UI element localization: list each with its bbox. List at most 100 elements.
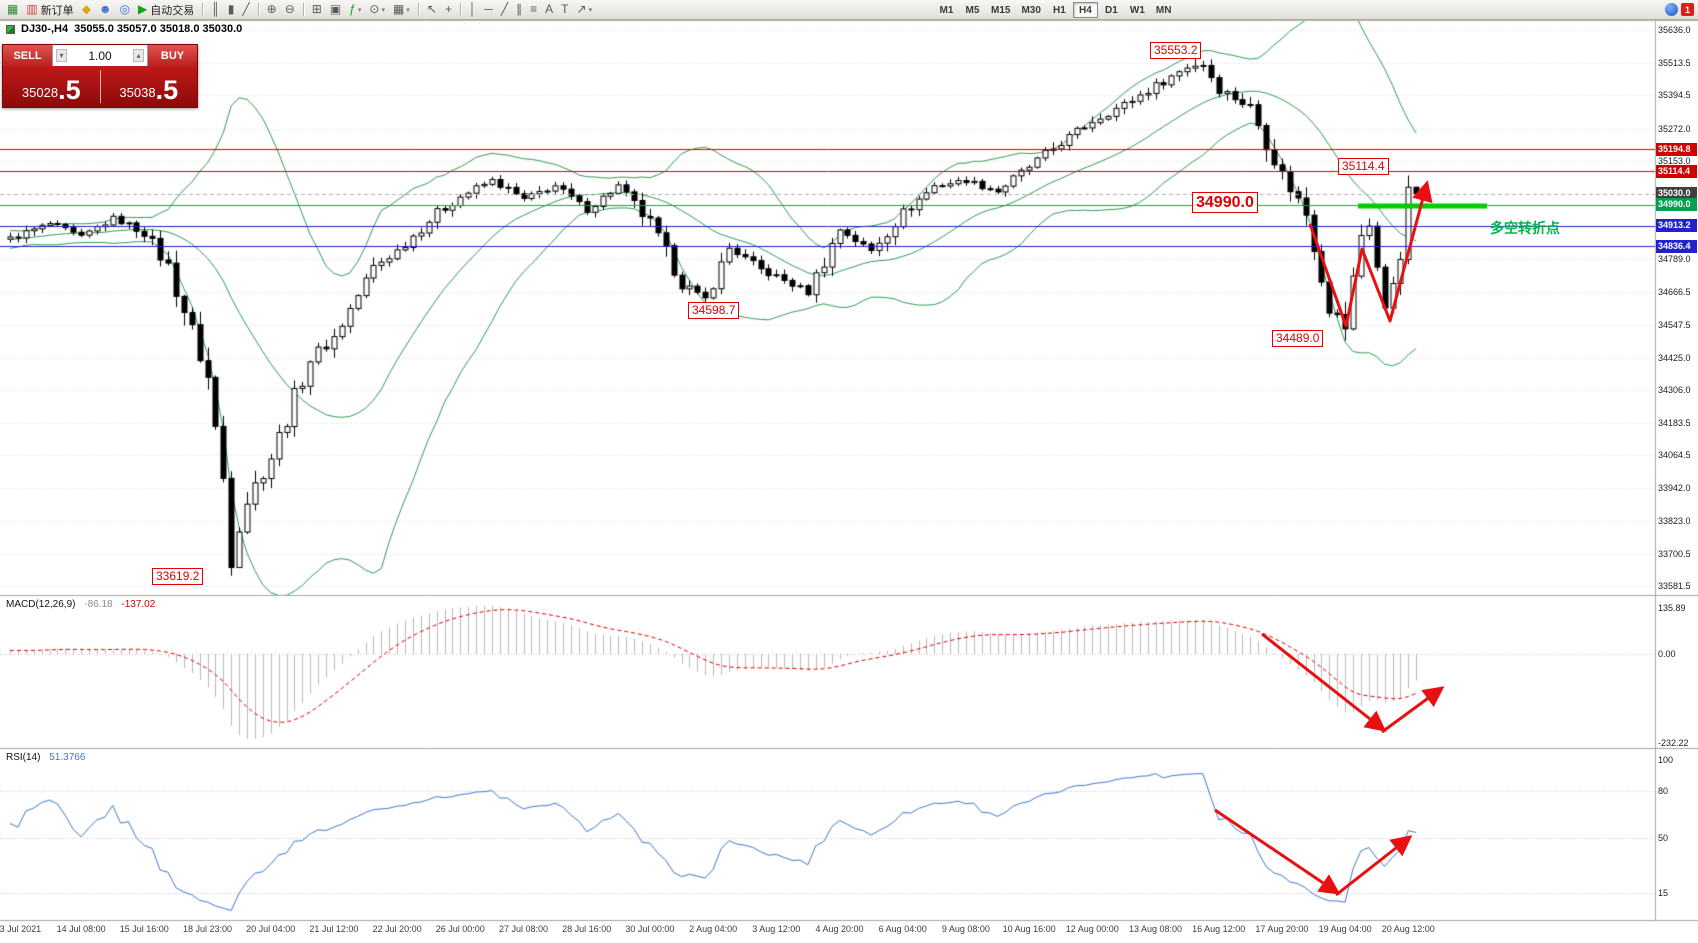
marketwatch-icon[interactable]: ◆ [79,1,94,18]
fibonacci-icon: ≡ [530,2,538,16]
vertical-line-icon[interactable]: │ [466,1,480,18]
arrange-windows-icon: ▣ [329,2,342,16]
lot-increase-icon[interactable]: ▴ [132,49,144,62]
time-axis-label: 28 Jul 16:00 [562,924,612,934]
time-axis-label: 17 Aug 20:00 [1255,924,1309,934]
lot-value[interactable]: 1.00 [88,48,112,63]
rsi-scale-label: 100 [1658,755,1674,765]
periods-icon[interactable]: ⊙ ▾ [366,1,388,18]
time-axis-label: 15 Jul 16:00 [119,924,169,934]
support-price-tag-green: 34990.0 [1656,198,1697,212]
zoom-in-icon[interactable]: ⊕ [264,1,280,18]
sell-button[interactable]: SELL [3,45,52,66]
price-tick: 34425.0 [1658,352,1691,363]
price-annotation-35114[interactable]: 35114.4 [1338,158,1389,175]
price-annotation-34489[interactable]: 34489.0 [1272,330,1324,347]
time-axis-label: 20 Jul 04:00 [246,924,296,934]
turning-point-label[interactable]: 多空转折点 [1490,220,1560,236]
price-divider [99,70,101,103]
timeframe-h4[interactable]: H4 [1072,2,1098,18]
cursor-icon[interactable]: ↖ [424,1,440,18]
label-icon[interactable]: T [558,1,571,18]
sell-price[interactable]: 35028 .5 [3,66,100,107]
cursor-icon: ↖ [426,2,437,16]
timeframe-w1[interactable]: W1 [1129,4,1145,16]
line-chart-icon[interactable]: ╱ [239,1,252,18]
text-icon[interactable]: A [542,1,556,18]
mdi-chart-icon[interactable]: ▦ [4,1,21,18]
crosshair-icon[interactable]: + [442,1,455,18]
rsi-scale-label: 15 [1658,888,1669,898]
price-tick: 35636.0 [1658,25,1691,35]
trendline-icon[interactable]: ╱ [498,1,511,18]
notification-badge[interactable]: 1 [1681,3,1694,16]
buy-price[interactable]: 35038 .5 [101,66,198,107]
macd-signal-value: -137.02 [121,599,156,610]
timeframe-m15[interactable]: M15 [991,4,1011,16]
timeframe-mn[interactable]: MN [1155,4,1172,16]
bar-chart-icon[interactable]: ║ [208,1,223,18]
timeframe-m5[interactable]: M5 [965,4,980,16]
channel-icon[interactable]: ∥ [513,1,525,18]
indicators-icon[interactable]: ƒ ▾ [346,1,364,18]
community-icon[interactable] [1665,3,1678,16]
time-axis-label: 22 Jul 20:00 [372,924,422,934]
lot-size-field[interactable]: ▾ 1.00 ▴ [52,45,148,66]
lot-decrease-icon[interactable]: ▾ [56,49,67,62]
price-tick: 34789.0 [1658,254,1691,265]
trend-arrow-rsi-up[interactable] [1335,835,1413,897]
autotrading-button[interactable]: ▶ 自动交易 [135,1,197,18]
price-annotation-33619[interactable]: 33619.2 [152,568,204,585]
trend-arrow-macd-down[interactable] [1261,632,1387,732]
horizontal-line-icon[interactable]: ─ [481,1,496,18]
mdi-chart-icon: ▦ [7,2,19,16]
candlestick-chart-icon[interactable]: ▮ [225,1,238,18]
buy-button[interactable]: BUY [148,45,197,66]
time-axis-label: 30 Jul 00:00 [625,924,675,934]
tile-windows-icon[interactable]: ⊞ [309,1,325,18]
toolbar: ▦ ▥ 新订单 ◆ ☻ ◎ ▶ 自动交易 ║ ▮ ╱ ⊕ ⊖ ⊞ ▣ ƒ ▾ ⊙ ▾ ▦ ▾ ↖ + │ ─ ╱ ∥ ≡ A T ↗ ▾ [0,0,1698,20]
timeframe-h1[interactable]: H1 [1053,4,1066,16]
price-annotation-34598[interactable]: 34598.7 [688,302,740,319]
fibonacci-icon[interactable]: ≡ [527,1,540,18]
crosshair-icon: + [444,2,452,16]
navigator-icon[interactable]: ☻ [96,1,115,18]
timeframe-d1[interactable]: D1 [1105,4,1118,16]
dropdown-caret-icon[interactable]: ▾ [406,6,410,14]
terminal-icon[interactable]: ◎ [117,1,133,18]
price-tick: 35272.0 [1658,123,1691,134]
arrows-tool-icon[interactable]: ↗ ▾ [574,1,596,18]
dropdown-caret-icon[interactable]: ▾ [588,6,593,14]
arrange-windows-icon[interactable]: ▣ [327,1,344,18]
timeframe-m1[interactable]: M1 [939,4,954,16]
indicators-icon: ƒ [349,2,356,16]
time-axis-label: 6 Aug 04:00 [878,924,927,934]
time-axis-label: 14 Jul 08:00 [56,924,106,934]
templates-icon: ▦ [392,2,405,16]
time-axis-label: 12 Aug 00:00 [1065,924,1119,934]
rsi-scale-label: 50 [1658,833,1669,843]
dropdown-caret-icon[interactable]: ▾ [357,6,362,14]
navigator-icon: ☻ [98,2,112,16]
line-chart-icon: ╱ [242,2,250,16]
price-annotation-34990[interactable]: 34990.0 [1192,192,1258,213]
templates-icon[interactable]: ▦ ▾ [390,1,413,18]
chart-legend: DJ30-,H4 35055.0 35057.0 35018.0 35030.0 [6,23,242,35]
price-annotation-35553[interactable]: 35553.2 [1150,42,1202,59]
toolbar-separator [459,3,461,16]
trendline-icon: ╱ [500,2,509,16]
resistance-price-tag-1: 35194.8 [1656,142,1697,156]
trend-arrow-macd-up[interactable] [1381,686,1445,734]
support-price-tag-blue-1: 34913.2 [1656,219,1697,233]
zoom-out-icon[interactable]: ⊖ [282,1,298,18]
label-icon: T [561,2,569,16]
trend-arrow-main[interactable] [1308,180,1433,328]
time-axis-label: 13 Jul 2021 [0,924,42,934]
timeframe-m30[interactable]: M30 [1021,4,1041,16]
new-order-button[interactable]: ▥ 新订单 [23,1,76,18]
dropdown-caret-icon[interactable]: ▾ [381,6,385,14]
trend-arrow-rsi-down[interactable] [1214,808,1341,895]
